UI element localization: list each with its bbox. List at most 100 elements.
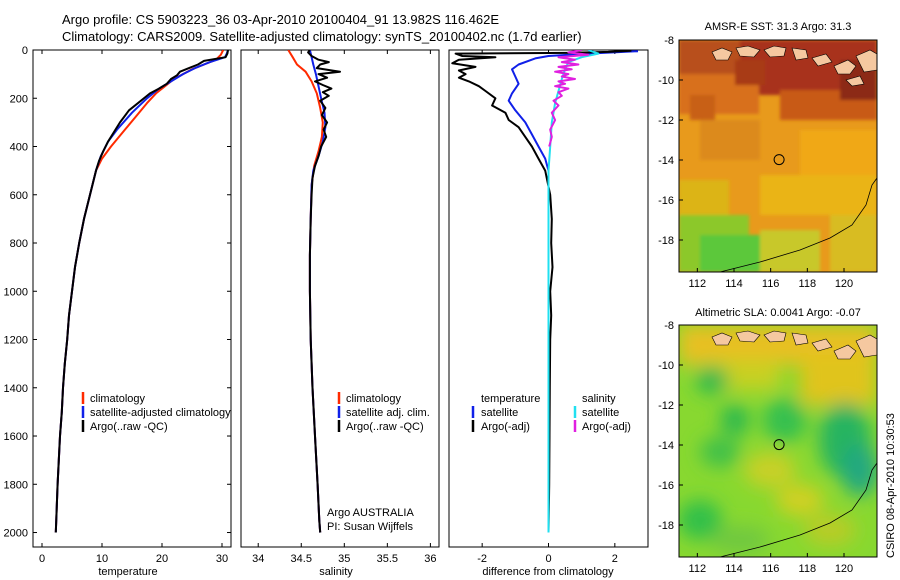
sst-argo-location-marker bbox=[773, 154, 785, 166]
sal-xtick-label: 35 bbox=[338, 553, 350, 565]
difference-panel: -2 0 2 difference from climatology tempera… bbox=[448, 49, 649, 578]
salinity-axes-frame bbox=[240, 49, 440, 548]
sst-map-field bbox=[679, 40, 877, 272]
sla-lat-tick-label: -16 bbox=[658, 480, 674, 492]
sst-lon-tick-label: 112 bbox=[689, 278, 707, 290]
float-pi-annotation: PI: Susan Wijffels bbox=[327, 521, 413, 533]
difference-legend: temperature satellite Argo(-adj) salinit… bbox=[471, 393, 631, 433]
depth-tick-label: 1400 bbox=[4, 383, 28, 395]
sal-series-argo-raw-qc bbox=[307, 50, 341, 533]
sla-lat-tick-label: -14 bbox=[658, 440, 674, 452]
depth-tick-label: 600 bbox=[10, 190, 28, 202]
sal-legend-argo-label: Argo(..raw -QC) bbox=[346, 421, 424, 433]
sal-xtick-label: 34 bbox=[252, 553, 264, 565]
credit-timestamp: CSIRO 08-Apr-2010 10:30:53 bbox=[885, 413, 897, 558]
sst-lon-tick-label: 120 bbox=[835, 278, 853, 290]
diff-legend-sal-satellite-label: satellite bbox=[582, 407, 619, 419]
sst-lat-tick-label: -14 bbox=[658, 155, 674, 167]
sal-xtick-label: 34.5 bbox=[291, 553, 312, 565]
salinity-ticks: 34 34.5 35 35.5 36 bbox=[252, 50, 437, 565]
depth-tick-label: 1200 bbox=[4, 335, 28, 347]
sst-islands bbox=[711, 45, 877, 87]
legend-argo-label: Argo(..raw -QC) bbox=[90, 421, 168, 433]
sla-islands bbox=[711, 330, 877, 360]
sst-map-frame bbox=[678, 39, 878, 273]
depth-tick-label: 400 bbox=[10, 142, 28, 154]
temperature-axes-frame bbox=[32, 49, 232, 548]
sla-map-frame bbox=[678, 324, 878, 558]
sal-xtick-label: 36 bbox=[424, 553, 436, 565]
salinity-xlabel: salinity bbox=[319, 566, 353, 578]
temp-series-argo-raw-qc bbox=[54, 50, 229, 533]
temperature-lines bbox=[54, 50, 229, 533]
difference-xlabel: difference from climatology bbox=[482, 566, 614, 578]
sst-lon-tick-label: 114 bbox=[725, 278, 743, 290]
depth-tick-label: 1600 bbox=[4, 431, 28, 443]
sst-lat-tick-label: -10 bbox=[658, 75, 674, 87]
depth-tick-label: 0 bbox=[22, 45, 28, 57]
sst-lon-tick-label: 116 bbox=[762, 278, 780, 290]
legend-satellite-label: satellite-adjusted climatology bbox=[90, 407, 231, 419]
sla-lon-tick-label: 116 bbox=[762, 563, 780, 575]
depth-tick-label: 800 bbox=[10, 238, 28, 250]
sst-map-title: AMSR-E SST: 31.3 Argo: 31.3 bbox=[705, 21, 852, 33]
sla-map-field bbox=[679, 325, 877, 557]
sla-lat-tick-label: -18 bbox=[658, 520, 674, 532]
sal-xtick-label: 35.5 bbox=[377, 553, 398, 565]
difference-lines bbox=[451, 50, 639, 533]
sal-series-climatology bbox=[287, 50, 324, 533]
temp-series-climatology bbox=[54, 50, 225, 533]
diff-series-temperature-satellite bbox=[507, 50, 639, 533]
sst-lat-tick-label: -18 bbox=[658, 235, 674, 247]
depth-tick-label: 1800 bbox=[4, 479, 28, 491]
sla-argo-location-marker bbox=[773, 439, 785, 451]
figure-title-line2: Climatology: CARS2009. Satellite-adjuste… bbox=[62, 29, 582, 44]
sal-legend-climatology-label: climatology bbox=[346, 393, 402, 405]
diff-legend-salinity-title: salinity bbox=[582, 393, 616, 405]
depth-tick-label: 1000 bbox=[4, 286, 28, 298]
salinity-lines bbox=[287, 50, 341, 533]
sla-map-panel: Altimetric SLA: 0.0041 Argo: -0.07 bbox=[658, 307, 878, 575]
depth-tick-label: 200 bbox=[10, 93, 28, 105]
sla-lon-tick-label: 114 bbox=[725, 563, 743, 575]
temperature-panel: 0 10 20 30 0 200 400 600 800 1000 1200 1400 1600 180… bbox=[4, 45, 232, 578]
sst-lat-tick-label: -16 bbox=[658, 195, 674, 207]
sla-lat-tick-label: -12 bbox=[658, 400, 674, 412]
depth-tick-label: 2000 bbox=[4, 528, 28, 540]
sla-lon-tick-label: 120 bbox=[835, 563, 853, 575]
sst-map-ticks: 112 114 116 118 120 -8 -10 -12 -14 -16 -18 bbox=[658, 35, 853, 290]
sal-legend-satellite-label: satellite adj. clim. bbox=[346, 407, 430, 419]
temperature-xlabel: temperature bbox=[98, 566, 157, 578]
temp-xtick-label: 10 bbox=[96, 553, 108, 565]
temp-xtick-label: 20 bbox=[156, 553, 168, 565]
sla-coastline bbox=[719, 462, 877, 557]
salinity-legend: climatology satellite adj. clim. Argo(..… bbox=[337, 392, 430, 433]
sst-map-panel: AMSR-E SST: 31.3 Argo: 31.3 bbox=[658, 21, 878, 290]
diff-legend-sal-argo-label: Argo(-adj) bbox=[582, 421, 631, 433]
diff-xtick-label: 0 bbox=[545, 553, 551, 565]
diff-series-temperature-argo-adj bbox=[451, 50, 632, 533]
sla-lon-tick-label: 118 bbox=[799, 563, 817, 575]
diff-legend-temp-satellite-label: satellite bbox=[481, 407, 518, 419]
sst-lat-tick-label: -8 bbox=[664, 35, 674, 47]
figure-title-line1: Argo profile: CS 5903223_36 03-Apr-2010 … bbox=[62, 12, 499, 27]
diff-series-salinity-satellite bbox=[547, 50, 600, 533]
depth-axis-ticks: 0 200 400 600 800 1000 1200 1400 1600 1800 2000 bbox=[4, 45, 28, 540]
legend-climatology-label: climatology bbox=[90, 393, 146, 405]
sla-lat-tick-label: -10 bbox=[658, 360, 674, 372]
temperature-ticks: 0 10 20 30 bbox=[33, 49, 231, 565]
temp-xtick-label: 0 bbox=[39, 553, 45, 565]
diff-xtick-label: -2 bbox=[477, 553, 487, 565]
float-owner-annotation: Argo AUSTRALIA bbox=[327, 507, 414, 519]
sla-lat-tick-label: -8 bbox=[664, 320, 674, 332]
diff-series-salinity-argo-adj bbox=[548, 50, 590, 147]
sst-lon-tick-label: 118 bbox=[799, 278, 817, 290]
diff-legend-temperature-title: temperature bbox=[481, 393, 540, 405]
diff-xtick-label: 2 bbox=[612, 553, 618, 565]
diff-legend-temp-argo-label: Argo(-adj) bbox=[481, 421, 530, 433]
temp-series-satellite-adjusted-climatology bbox=[54, 50, 229, 533]
temp-xtick-label: 30 bbox=[216, 553, 228, 565]
sst-coastline bbox=[719, 177, 877, 272]
sst-lat-tick-label: -12 bbox=[658, 115, 674, 127]
